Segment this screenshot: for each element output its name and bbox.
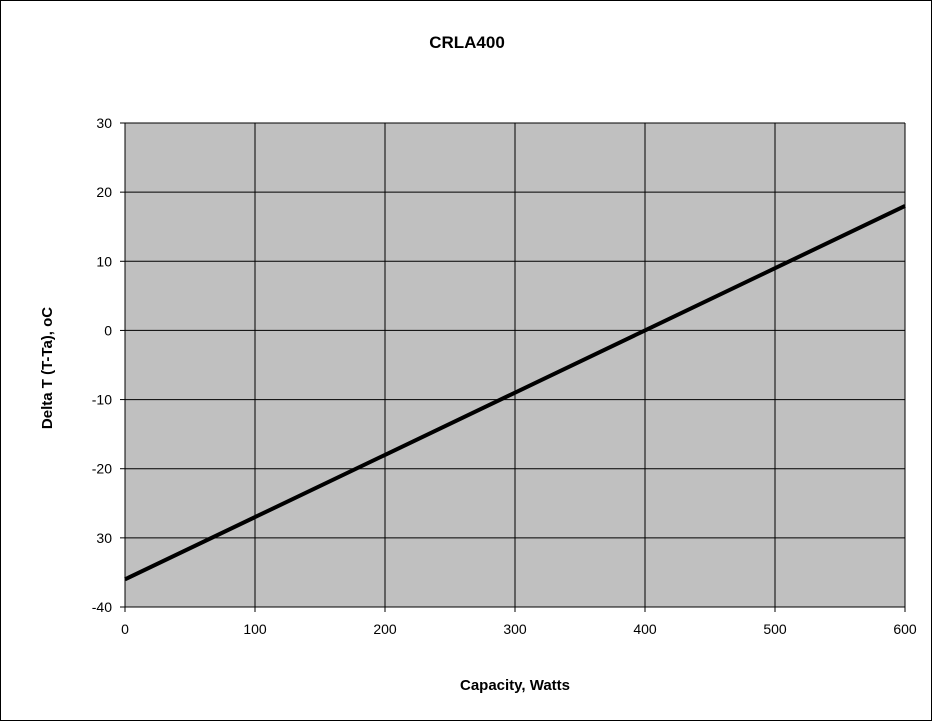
x-tick-label: 100 — [243, 621, 267, 637]
y-tick-label: 10 — [96, 253, 112, 269]
y-tick-label: -40 — [92, 599, 112, 615]
y-tick-label: 0 — [104, 322, 112, 338]
x-tick-label: 300 — [503, 621, 527, 637]
x-axis-label: Capacity, Watts — [460, 677, 570, 694]
x-tick-label: 200 — [373, 621, 397, 637]
y-axis-label: Delta T (T-Ta), oC — [39, 307, 56, 429]
x-tick-label: 0 — [121, 621, 129, 637]
series-layer — [124, 204, 906, 582]
y-tick-label: 30 — [96, 530, 112, 546]
y-tick-label: 30 — [96, 115, 112, 131]
x-tick-label: 500 — [763, 621, 787, 637]
y-tick-label: -10 — [92, 392, 112, 408]
axes — [120, 122, 906, 612]
x-tick-label: 600 — [893, 621, 917, 637]
y-tick-label: 20 — [96, 184, 112, 200]
series-line — [124, 204, 906, 582]
chart-title: CRLA400 — [429, 33, 505, 52]
y-tick-label: -20 — [92, 461, 112, 477]
x-tick-label: 400 — [633, 621, 657, 637]
